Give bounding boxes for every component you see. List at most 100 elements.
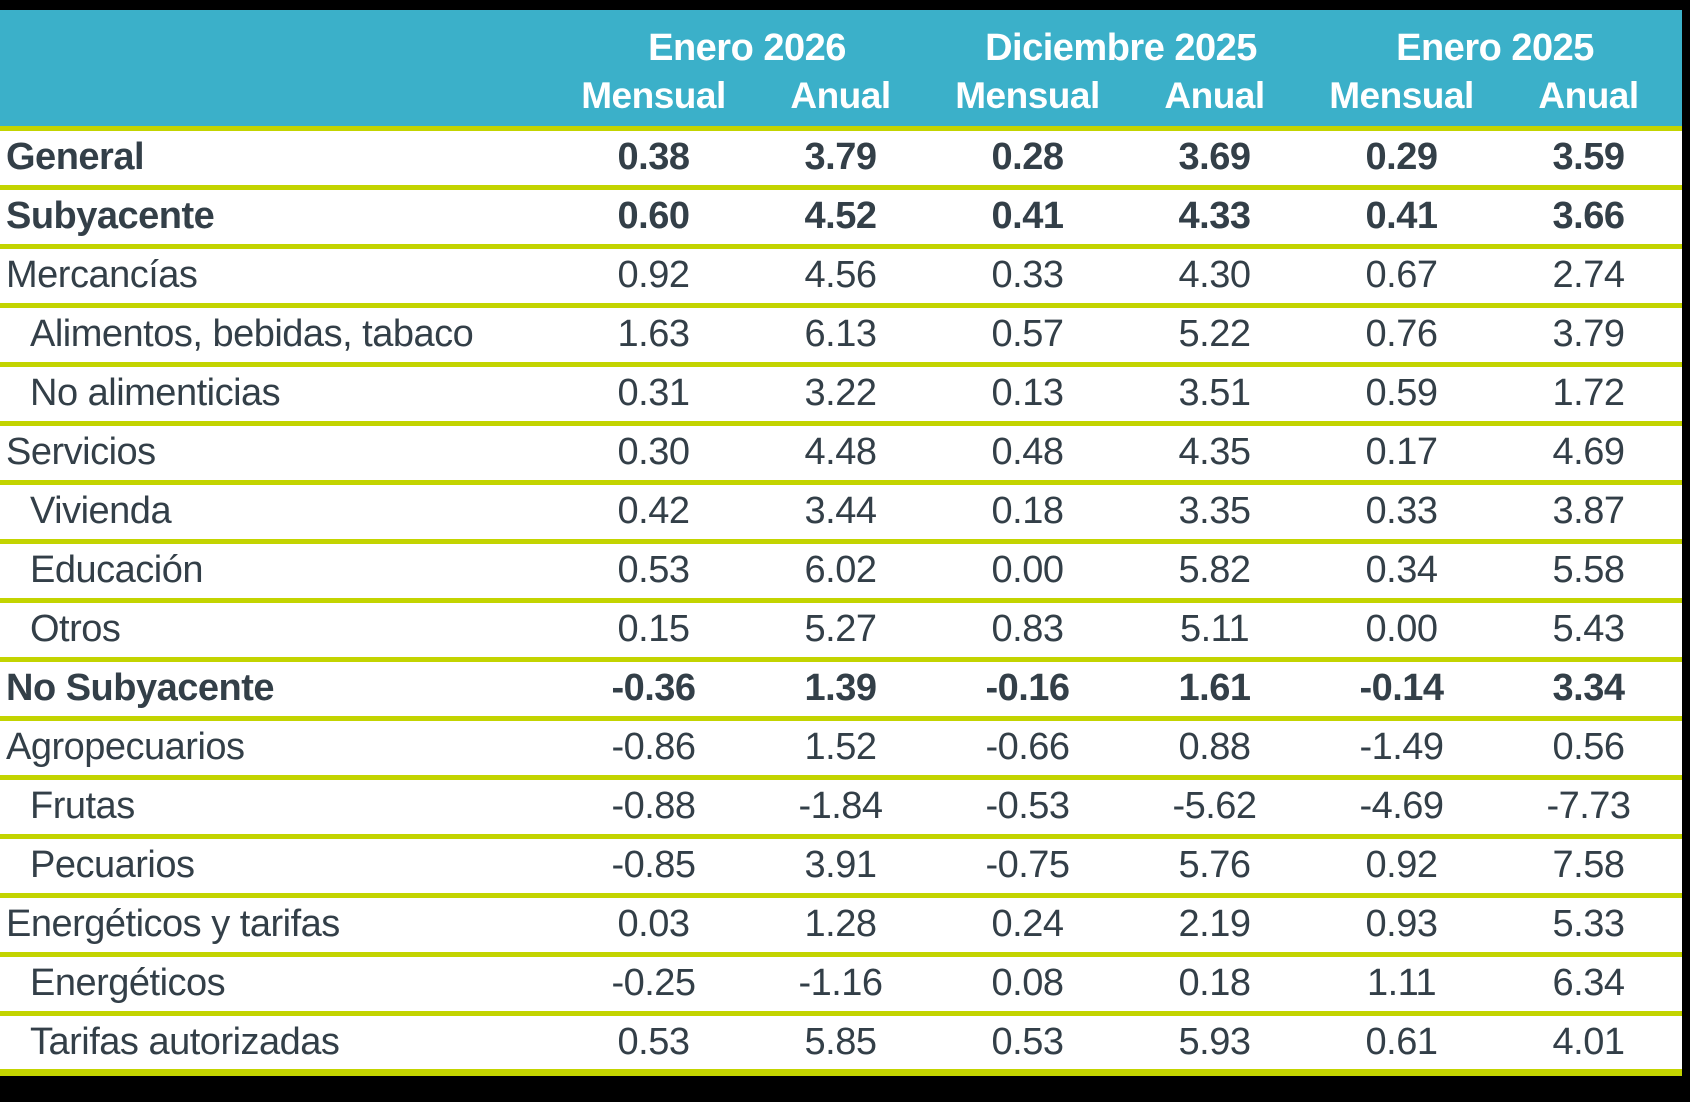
cell-value: 6.13 [747, 305, 935, 367]
cell-value: 2.19 [1121, 895, 1309, 957]
cell-value: 0.53 [560, 1013, 747, 1076]
row-label: Pecuarios [0, 836, 560, 898]
cell-value: 0.17 [1308, 423, 1496, 485]
cell-value: 3.51 [1121, 364, 1309, 426]
cell-value: 0.93 [1308, 895, 1496, 957]
cell-value: -0.88 [560, 777, 747, 839]
row-label: Agropecuarios [0, 718, 560, 780]
cell-value: 3.44 [747, 482, 935, 544]
cell-value: 0.38 [560, 128, 747, 190]
table-row: Energéticos y tarifas 0.03 1.28 0.24 2.19 0.9… [0, 895, 1683, 957]
cell-value: 0.00 [1308, 600, 1496, 662]
cell-value: -0.36 [560, 659, 747, 721]
cell-value: -0.75 [934, 836, 1122, 898]
cell-value: 5.11 [1121, 600, 1309, 662]
header-group-enero-2025: Enero 2025 [1308, 10, 1683, 72]
cell-value: 4.52 [747, 187, 935, 249]
cell-value: 1.39 [747, 659, 935, 721]
cell-value: 3.66 [1495, 187, 1683, 249]
cell-value: 4.30 [1121, 246, 1309, 308]
cell-value: 0.00 [934, 541, 1122, 603]
header-group-enero-2026: Enero 2026 [560, 10, 935, 72]
cell-value: 1.52 [747, 718, 935, 780]
row-label: General [0, 128, 560, 190]
table-row: Vivienda 0.42 3.44 0.18 3.35 0.33 3.87 [0, 482, 1683, 544]
cell-value: -0.66 [934, 718, 1122, 780]
cell-value: 0.92 [560, 246, 747, 308]
cell-value: 0.28 [934, 128, 1122, 190]
cell-value: 1.61 [1121, 659, 1309, 721]
cell-value: 0.61 [1308, 1013, 1496, 1076]
cell-value: 6.02 [747, 541, 935, 603]
header-corner-blank-2 [0, 72, 560, 131]
cell-value: 4.69 [1495, 423, 1683, 485]
cell-value: 5.76 [1121, 836, 1309, 898]
cell-value: 0.57 [934, 305, 1122, 367]
cell-value: 4.33 [1121, 187, 1309, 249]
table-row: Subyacente 0.60 4.52 0.41 4.33 0.41 3.66 [0, 187, 1683, 249]
cell-value: 4.01 [1495, 1013, 1683, 1076]
header-mensual-2: Mensual [934, 72, 1122, 131]
cell-value: -0.14 [1308, 659, 1496, 721]
cell-value: 0.88 [1121, 718, 1309, 780]
cell-value: 6.34 [1495, 954, 1683, 1016]
row-label: Educación [0, 541, 560, 603]
cell-value: 3.79 [747, 128, 935, 190]
row-label: Vivienda [0, 482, 560, 544]
table-row: No alimenticias 0.31 3.22 0.13 3.51 0.59 1.72 [0, 364, 1683, 426]
cell-value: 4.48 [747, 423, 935, 485]
cell-value: 4.35 [1121, 423, 1309, 485]
cell-value: 0.42 [560, 482, 747, 544]
table-row: Agropecuarios -0.86 1.52 -0.66 0.88 -1.49 0.56 [0, 718, 1683, 780]
table-row: Otros 0.15 5.27 0.83 5.11 0.00 5.43 [0, 600, 1683, 662]
cell-value: 0.33 [934, 246, 1122, 308]
cell-value: 3.59 [1495, 128, 1683, 190]
cell-value: 0.92 [1308, 836, 1496, 898]
row-label: Mercancías [0, 246, 560, 308]
row-label: Alimentos, bebidas, tabaco [0, 305, 560, 367]
table-row: No Subyacente -0.36 1.39 -0.16 1.61 -0.14 3.34 [0, 659, 1683, 721]
table-row: Tarifas autorizadas 0.53 5.85 0.53 5.93 0.61 4… [0, 1013, 1683, 1076]
cell-value: 0.18 [934, 482, 1122, 544]
cell-value: -7.73 [1495, 777, 1683, 839]
cell-value: 0.03 [560, 895, 747, 957]
cell-value: 5.22 [1121, 305, 1309, 367]
row-label: No Subyacente [0, 659, 560, 721]
cell-value: -5.62 [1121, 777, 1309, 839]
table-row: Pecuarios -0.85 3.91 -0.75 5.76 0.92 7.58 [0, 836, 1683, 898]
cell-value: 5.33 [1495, 895, 1683, 957]
table-row: Mercancías 0.92 4.56 0.33 4.30 0.67 2.74 [0, 246, 1683, 308]
cell-value: 0.60 [560, 187, 747, 249]
cell-value: 5.27 [747, 600, 935, 662]
cell-value: 0.29 [1308, 128, 1496, 190]
cell-value: -0.25 [560, 954, 747, 1016]
cell-value: 0.30 [560, 423, 747, 485]
table-row: Energéticos -0.25 -1.16 0.08 0.18 1.11 6.34 [0, 954, 1683, 1016]
header-corner-blank [0, 10, 560, 72]
cell-value: 1.11 [1308, 954, 1496, 1016]
cell-value: 2.74 [1495, 246, 1683, 308]
cell-value: -1.16 [747, 954, 935, 1016]
row-label: Tarifas autorizadas [0, 1013, 560, 1076]
cell-value: 3.79 [1495, 305, 1683, 367]
cell-value: 0.67 [1308, 246, 1496, 308]
header-group-row: Enero 2026 Diciembre 2025 Enero 2025 [0, 10, 1683, 72]
table-row: Servicios 0.30 4.48 0.48 4.35 0.17 4.69 [0, 423, 1683, 485]
header-sub-row: Mensual Anual Mensual Anual Mensual Anua… [0, 72, 1683, 131]
cell-value: 0.13 [934, 364, 1122, 426]
cell-value: 0.53 [934, 1013, 1122, 1076]
cell-value: 0.76 [1308, 305, 1496, 367]
cell-value: 5.82 [1121, 541, 1309, 603]
cell-value: -0.53 [934, 777, 1122, 839]
cell-value: 3.91 [747, 836, 935, 898]
table-row: General 0.38 3.79 0.28 3.69 0.29 3.59 [0, 128, 1683, 190]
inflation-table-sheet: Enero 2026 Diciembre 2025 Enero 2025 Men… [0, 10, 1683, 1076]
cell-value: 5.85 [747, 1013, 935, 1076]
cell-value: 0.56 [1495, 718, 1683, 780]
row-label: Otros [0, 600, 560, 662]
cell-value: -0.86 [560, 718, 747, 780]
row-label: Subyacente [0, 187, 560, 249]
table-row: Educación 0.53 6.02 0.00 5.82 0.34 5.58 [0, 541, 1683, 603]
cell-value: -0.85 [560, 836, 747, 898]
table-row: Frutas -0.88 -1.84 -0.53 -5.62 -4.69 -7.73 [0, 777, 1683, 839]
